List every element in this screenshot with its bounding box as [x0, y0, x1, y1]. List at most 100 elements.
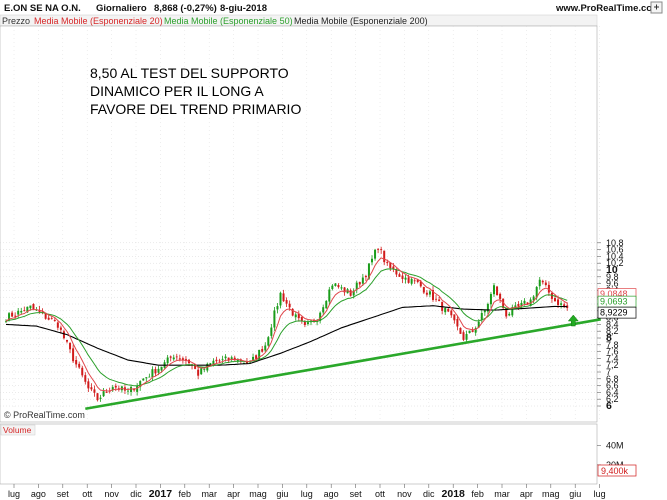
x-tick-label: mag — [249, 489, 267, 499]
candle-body — [288, 303, 291, 308]
candle-body — [160, 366, 163, 371]
candle-body — [178, 358, 181, 360]
volume-last-label: 9,400k — [601, 466, 629, 476]
x-tick-label: 2018 — [442, 488, 466, 500]
x-tick-label: mar — [494, 489, 510, 499]
candle-body — [261, 349, 264, 352]
candle-body — [386, 262, 389, 264]
buy-arrow-icon — [567, 314, 579, 327]
ma20-line — [5, 257, 568, 392]
candle-body — [203, 369, 206, 371]
candle-body — [35, 309, 38, 311]
candle-body — [541, 280, 544, 283]
candle-body — [267, 337, 270, 346]
candle-body — [81, 367, 84, 376]
y-tick-label: 10,4 — [606, 251, 624, 261]
candle-body — [432, 289, 434, 300]
candle-body — [306, 322, 309, 325]
candle-body — [148, 376, 151, 378]
candle-body — [438, 299, 441, 302]
y-tick-label: 9,6 — [606, 279, 619, 289]
candle-body — [361, 277, 364, 284]
y-axis: 66,26,46,66,877,27,47,67,888,28,48,68,89… — [597, 238, 637, 412]
candle-body — [75, 360, 78, 365]
y-tick-label: 10 — [606, 264, 618, 276]
chart-symbol: E.ON SE NA O.N. — [4, 3, 81, 14]
x-tick-label: lug — [301, 489, 313, 499]
candle-body — [5, 321, 7, 323]
x-tick-label: mar — [201, 489, 217, 499]
candle-body — [212, 360, 215, 365]
candle-body — [87, 381, 90, 389]
x-tick-label: nov — [397, 489, 412, 499]
candle-body — [66, 339, 68, 342]
candle-body — [276, 306, 279, 310]
watermark: © ProRealTime.com — [4, 410, 85, 420]
candle-body — [233, 357, 236, 361]
candle-body — [56, 322, 59, 328]
candle-body — [270, 327, 273, 336]
candle-body — [532, 296, 535, 301]
candle-body — [38, 309, 41, 313]
candle-body — [493, 285, 495, 295]
price-label: 9,0848 — [600, 289, 628, 299]
y-tick-label: 7 — [606, 367, 611, 377]
x-tick-label: giu — [276, 489, 288, 499]
candle-body — [477, 321, 480, 328]
candle-body — [215, 359, 218, 362]
volume-tick-label: 40M — [606, 441, 624, 451]
support-trendline — [85, 318, 601, 411]
candle-body — [328, 289, 331, 302]
candle-body — [502, 298, 505, 308]
x-tick-label: apr — [520, 489, 533, 499]
candle-body — [404, 277, 407, 280]
expand-icon[interactable] — [650, 1, 663, 14]
candle-body — [14, 315, 17, 317]
candle-body — [29, 305, 32, 309]
candle-body — [508, 313, 511, 316]
candle-body — [72, 348, 75, 362]
candle-body — [62, 331, 65, 339]
candle-body — [459, 327, 462, 334]
x-tick-label: dic — [423, 489, 435, 499]
chart-date: 8-giu-2018 — [220, 3, 267, 14]
candle-body — [331, 285, 334, 290]
x-tick-label: ago — [31, 489, 46, 499]
candle-body — [47, 317, 50, 320]
candle-body — [99, 397, 102, 399]
candle-body — [398, 274, 401, 277]
candle-body — [282, 293, 285, 302]
price-label: 8,9229 — [600, 308, 628, 318]
candle-body — [245, 361, 248, 364]
y-tick-label: 7,6 — [606, 347, 619, 357]
candle-body — [297, 314, 300, 319]
candle-body — [151, 369, 154, 378]
candle-body — [105, 392, 108, 393]
candle-body — [242, 362, 245, 364]
candle-body — [221, 358, 224, 360]
candle-body — [273, 310, 276, 328]
legend-ma50: Media Mobile (Esponenziale 50) — [164, 16, 293, 26]
price-label-box — [597, 306, 637, 319]
candle-body — [547, 284, 550, 293]
y-tick-label: 8 — [606, 332, 612, 344]
candle-body — [496, 286, 499, 296]
candle-body — [407, 277, 410, 283]
y-tick-label: 10,2 — [606, 258, 624, 268]
ma50-line — [5, 268, 568, 387]
volume-label-bg — [0, 424, 36, 436]
candle-body — [544, 282, 547, 286]
candle-body — [197, 369, 200, 376]
candle-body — [258, 349, 261, 360]
x-tick-label: ago — [324, 489, 339, 499]
candle-body — [444, 307, 447, 313]
candle-body — [523, 300, 526, 304]
candle-body — [337, 285, 340, 288]
candle-body — [428, 291, 431, 295]
candle-body — [114, 385, 117, 388]
candle-body — [419, 281, 422, 287]
candle-body — [279, 292, 282, 306]
x-tick-label: nov — [104, 489, 119, 499]
candle-body — [154, 369, 157, 374]
